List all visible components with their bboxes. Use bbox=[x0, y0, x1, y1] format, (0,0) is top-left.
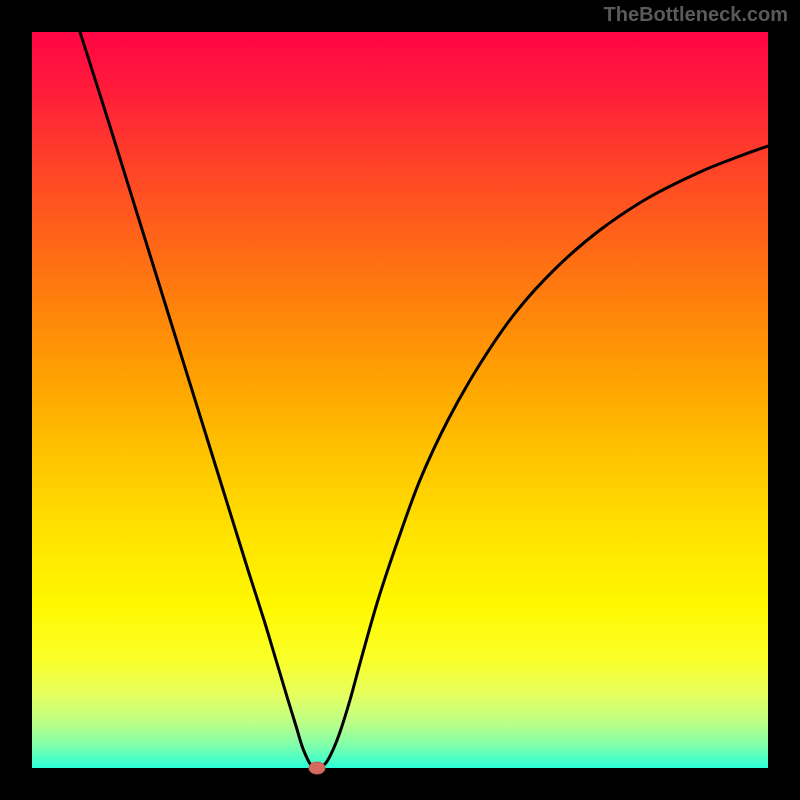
bottleneck-chart: TheBottleneck.com bbox=[0, 0, 800, 800]
chart-svg bbox=[0, 0, 800, 800]
watermark-text: TheBottleneck.com bbox=[604, 4, 788, 27]
